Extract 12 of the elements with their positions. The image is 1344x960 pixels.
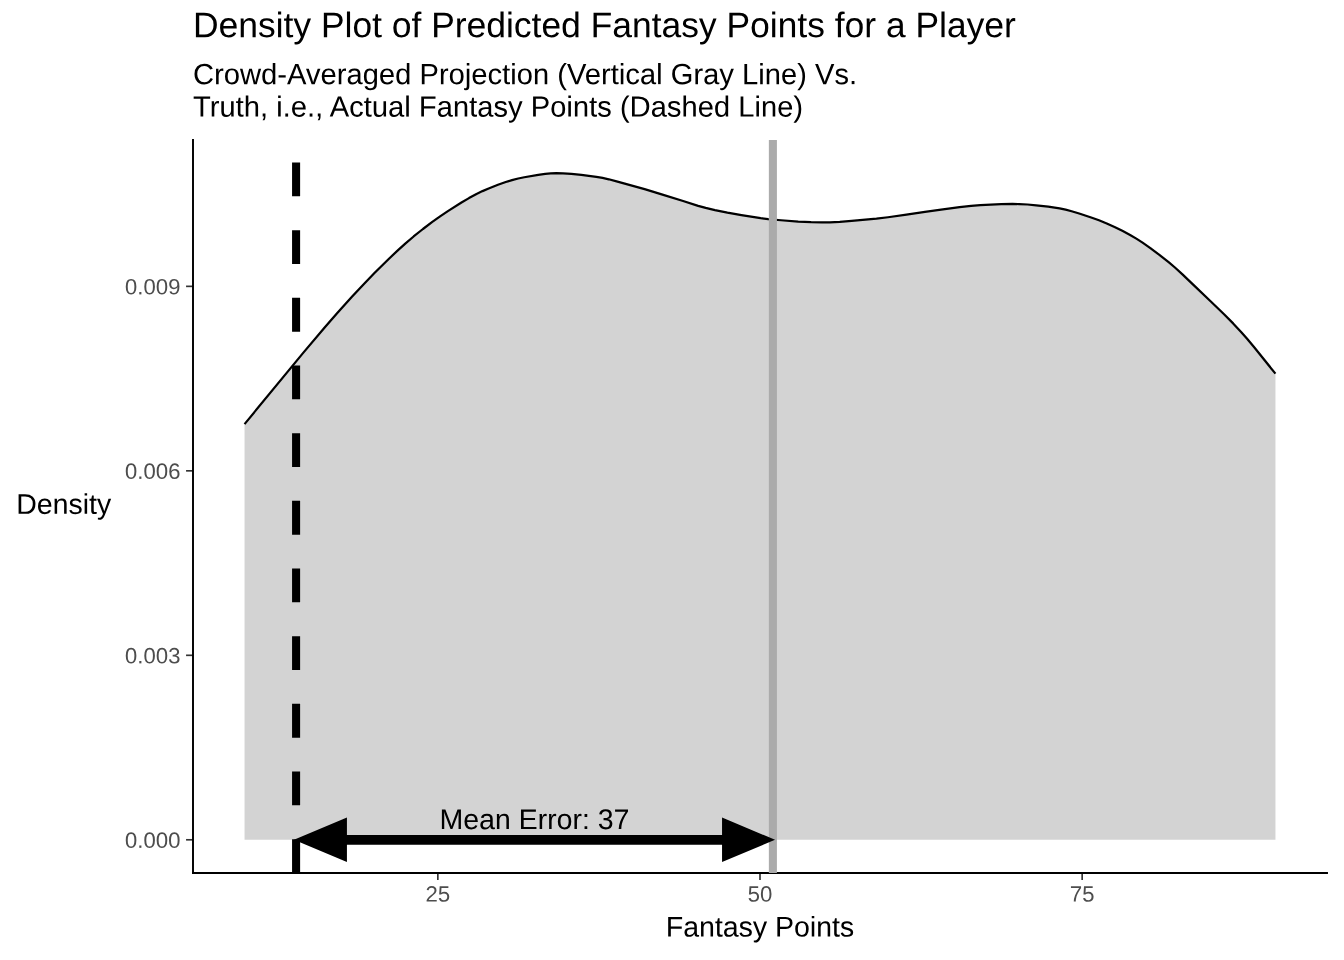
y-axis-title: Density: [18, 493, 112, 520]
x-tick-label: 75: [1070, 886, 1094, 902]
y-tick-label: 0.006: [125, 463, 180, 480]
x-axis-title: Fantasy Points: [668, 915, 854, 943]
chart-subtitle: Crowd-Averaged Projection (Vertical Gray Line) Vs. Truth, i.e., Actual Fantasy Points (Dashed Line): [193, 63, 855, 123]
x-tick-label: 50: [748, 886, 772, 902]
y-tick-label: 0.009: [125, 278, 180, 295]
y-tick-label: 0.003: [125, 647, 180, 664]
annotation: Mean Error: 37: [441, 809, 629, 830]
x-tick-label: 25: [426, 886, 450, 902]
chart-title: Density Plot of Predicted Fantasy Points for a Player: [195, 11, 1016, 45]
y-tick-label: 0.000: [125, 832, 180, 849]
